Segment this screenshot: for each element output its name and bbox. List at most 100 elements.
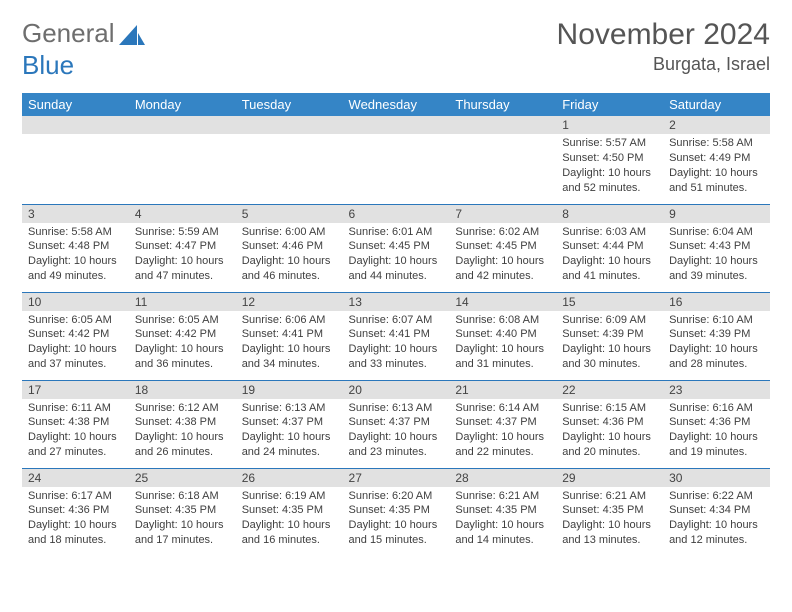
sunrise-text: Sunrise: 5:58 AM	[669, 136, 764, 151]
sunrise-text: Sunrise: 6:00 AM	[242, 225, 337, 240]
calendar-head: SundayMondayTuesdayWednesdayThursdayFrid…	[22, 93, 770, 116]
day-body	[343, 134, 450, 140]
sunset-text: Sunset: 4:41 PM	[349, 327, 444, 342]
day-body: Sunrise: 6:13 AMSunset: 4:37 PMDaylight:…	[236, 399, 343, 464]
day-number: 7	[449, 205, 556, 223]
calendar-cell: 2Sunrise: 5:58 AMSunset: 4:49 PMDaylight…	[663, 116, 770, 204]
calendar-week: 17Sunrise: 6:11 AMSunset: 4:38 PMDayligh…	[22, 380, 770, 468]
day-number: 12	[236, 293, 343, 311]
daylight-text: Daylight: 10 hours and 16 minutes.	[242, 518, 337, 548]
sunrise-text: Sunrise: 5:59 AM	[135, 225, 230, 240]
day-body: Sunrise: 6:17 AMSunset: 4:36 PMDaylight:…	[22, 487, 129, 552]
day-number	[22, 116, 129, 134]
sunset-text: Sunset: 4:46 PM	[242, 239, 337, 254]
sunrise-text: Sunrise: 6:14 AM	[455, 401, 550, 416]
daylight-text: Daylight: 10 hours and 31 minutes.	[455, 342, 550, 372]
sunset-text: Sunset: 4:34 PM	[669, 503, 764, 518]
sunset-text: Sunset: 4:40 PM	[455, 327, 550, 342]
day-number: 19	[236, 381, 343, 399]
calendar-cell: 13Sunrise: 6:07 AMSunset: 4:41 PMDayligh…	[343, 292, 450, 380]
day-body: Sunrise: 6:20 AMSunset: 4:35 PMDaylight:…	[343, 487, 450, 552]
daylight-text: Daylight: 10 hours and 51 minutes.	[669, 166, 764, 196]
day-body: Sunrise: 6:13 AMSunset: 4:37 PMDaylight:…	[343, 399, 450, 464]
day-header: Friday	[556, 93, 663, 116]
calendar-cell: 12Sunrise: 6:06 AMSunset: 4:41 PMDayligh…	[236, 292, 343, 380]
calendar-cell: 19Sunrise: 6:13 AMSunset: 4:37 PMDayligh…	[236, 380, 343, 468]
sunrise-text: Sunrise: 6:06 AM	[242, 313, 337, 328]
calendar-cell: 14Sunrise: 6:08 AMSunset: 4:40 PMDayligh…	[449, 292, 556, 380]
calendar-cell: 27Sunrise: 6:20 AMSunset: 4:35 PMDayligh…	[343, 468, 450, 556]
day-number: 26	[236, 469, 343, 487]
daylight-text: Daylight: 10 hours and 30 minutes.	[562, 342, 657, 372]
day-number: 27	[343, 469, 450, 487]
day-number: 23	[663, 381, 770, 399]
brand-logo: General	[22, 18, 145, 49]
daylight-text: Daylight: 10 hours and 28 minutes.	[669, 342, 764, 372]
day-body: Sunrise: 6:07 AMSunset: 4:41 PMDaylight:…	[343, 311, 450, 376]
month-title: November 2024	[557, 18, 770, 52]
daylight-text: Daylight: 10 hours and 23 minutes.	[349, 430, 444, 460]
sunrise-text: Sunrise: 6:12 AM	[135, 401, 230, 416]
sunset-text: Sunset: 4:39 PM	[562, 327, 657, 342]
calendar-week: 24Sunrise: 6:17 AMSunset: 4:36 PMDayligh…	[22, 468, 770, 556]
daylight-text: Daylight: 10 hours and 37 minutes.	[28, 342, 123, 372]
calendar-cell: 5Sunrise: 6:00 AMSunset: 4:46 PMDaylight…	[236, 204, 343, 292]
calendar-cell	[236, 116, 343, 204]
sunset-text: Sunset: 4:36 PM	[28, 503, 123, 518]
calendar-cell: 1Sunrise: 5:57 AMSunset: 4:50 PMDaylight…	[556, 116, 663, 204]
daylight-text: Daylight: 10 hours and 33 minutes.	[349, 342, 444, 372]
daylight-text: Daylight: 10 hours and 42 minutes.	[455, 254, 550, 284]
calendar-cell: 4Sunrise: 5:59 AMSunset: 4:47 PMDaylight…	[129, 204, 236, 292]
day-number: 28	[449, 469, 556, 487]
day-body: Sunrise: 6:15 AMSunset: 4:36 PMDaylight:…	[556, 399, 663, 464]
sunrise-text: Sunrise: 6:19 AM	[242, 489, 337, 504]
sunset-text: Sunset: 4:38 PM	[135, 415, 230, 430]
daylight-text: Daylight: 10 hours and 49 minutes.	[28, 254, 123, 284]
day-number: 20	[343, 381, 450, 399]
daylight-text: Daylight: 10 hours and 44 minutes.	[349, 254, 444, 284]
daylight-text: Daylight: 10 hours and 20 minutes.	[562, 430, 657, 460]
calendar-cell: 6Sunrise: 6:01 AMSunset: 4:45 PMDaylight…	[343, 204, 450, 292]
daylight-text: Daylight: 10 hours and 46 minutes.	[242, 254, 337, 284]
day-number: 10	[22, 293, 129, 311]
calendar-cell: 29Sunrise: 6:21 AMSunset: 4:35 PMDayligh…	[556, 468, 663, 556]
sunrise-text: Sunrise: 6:10 AM	[669, 313, 764, 328]
daylight-text: Daylight: 10 hours and 41 minutes.	[562, 254, 657, 284]
day-number: 14	[449, 293, 556, 311]
daylight-text: Daylight: 10 hours and 22 minutes.	[455, 430, 550, 460]
sunset-text: Sunset: 4:35 PM	[562, 503, 657, 518]
day-number: 8	[556, 205, 663, 223]
calendar-cell: 22Sunrise: 6:15 AMSunset: 4:36 PMDayligh…	[556, 380, 663, 468]
day-body: Sunrise: 6:09 AMSunset: 4:39 PMDaylight:…	[556, 311, 663, 376]
calendar-cell: 21Sunrise: 6:14 AMSunset: 4:37 PMDayligh…	[449, 380, 556, 468]
calendar-cell: 25Sunrise: 6:18 AMSunset: 4:35 PMDayligh…	[129, 468, 236, 556]
day-number: 11	[129, 293, 236, 311]
calendar-cell	[22, 116, 129, 204]
sunset-text: Sunset: 4:43 PM	[669, 239, 764, 254]
day-header: Wednesday	[343, 93, 450, 116]
sunrise-text: Sunrise: 6:21 AM	[455, 489, 550, 504]
day-number: 15	[556, 293, 663, 311]
calendar-body: 1Sunrise: 5:57 AMSunset: 4:50 PMDaylight…	[22, 116, 770, 556]
day-body: Sunrise: 5:58 AMSunset: 4:49 PMDaylight:…	[663, 134, 770, 199]
calendar-cell: 17Sunrise: 6:11 AMSunset: 4:38 PMDayligh…	[22, 380, 129, 468]
day-body: Sunrise: 6:10 AMSunset: 4:39 PMDaylight:…	[663, 311, 770, 376]
daylight-text: Daylight: 10 hours and 13 minutes.	[562, 518, 657, 548]
sail-icon	[119, 23, 145, 45]
day-number: 1	[556, 116, 663, 134]
day-body: Sunrise: 6:21 AMSunset: 4:35 PMDaylight:…	[556, 487, 663, 552]
sunset-text: Sunset: 4:45 PM	[455, 239, 550, 254]
calendar-cell: 26Sunrise: 6:19 AMSunset: 4:35 PMDayligh…	[236, 468, 343, 556]
sunrise-text: Sunrise: 6:05 AM	[135, 313, 230, 328]
sunset-text: Sunset: 4:48 PM	[28, 239, 123, 254]
day-number	[449, 116, 556, 134]
calendar-cell: 20Sunrise: 6:13 AMSunset: 4:37 PMDayligh…	[343, 380, 450, 468]
day-header: Tuesday	[236, 93, 343, 116]
sunrise-text: Sunrise: 6:02 AM	[455, 225, 550, 240]
sunrise-text: Sunrise: 6:21 AM	[562, 489, 657, 504]
sunrise-text: Sunrise: 6:22 AM	[669, 489, 764, 504]
day-body: Sunrise: 6:01 AMSunset: 4:45 PMDaylight:…	[343, 223, 450, 288]
sunrise-text: Sunrise: 6:11 AM	[28, 401, 123, 416]
sunset-text: Sunset: 4:42 PM	[28, 327, 123, 342]
day-number: 13	[343, 293, 450, 311]
